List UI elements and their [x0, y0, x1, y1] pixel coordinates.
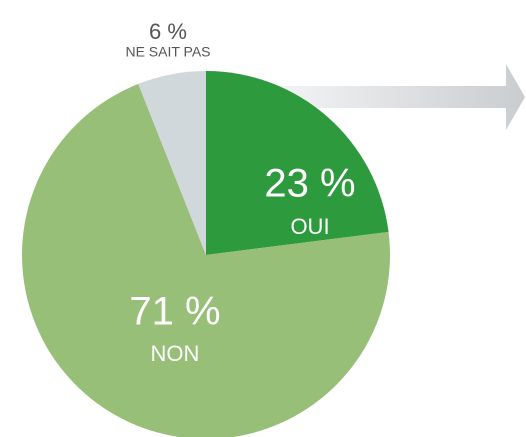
- category-label: NE SAIT PAS: [125, 44, 210, 60]
- pie-slice: [22, 83, 390, 437]
- value-label: 6 %: [149, 19, 187, 44]
- arrow: [206, 64, 525, 130]
- pie-slice: [206, 71, 389, 255]
- value-label: 23 %: [264, 162, 355, 206]
- category-label: NON: [151, 341, 200, 366]
- pie-slice: [138, 71, 206, 255]
- category-label: OUI: [290, 214, 329, 239]
- value-label: 71 %: [129, 290, 220, 334]
